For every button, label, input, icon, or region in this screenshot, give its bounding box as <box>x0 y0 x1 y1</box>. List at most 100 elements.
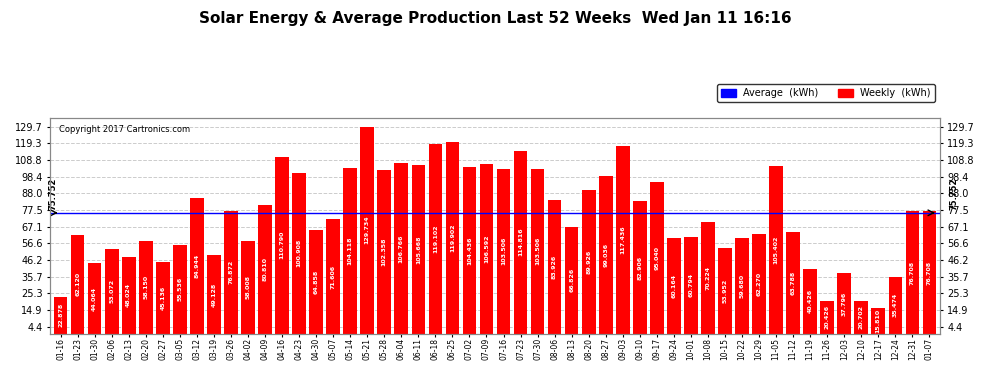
Bar <box>446 142 459 334</box>
Bar <box>582 190 596 334</box>
Bar <box>547 200 561 334</box>
Bar <box>53 297 67 334</box>
Bar <box>412 165 425 334</box>
Text: 15.810: 15.810 <box>876 309 881 333</box>
Text: 66.826: 66.826 <box>569 268 574 292</box>
Bar <box>360 127 374 334</box>
Text: 76.708: 76.708 <box>927 260 932 285</box>
Bar <box>480 164 493 334</box>
Bar <box>190 198 204 334</box>
Bar <box>616 146 630 334</box>
Text: 62.270: 62.270 <box>756 272 761 296</box>
Text: 58.008: 58.008 <box>246 275 250 299</box>
Text: 83.926: 83.926 <box>552 255 557 279</box>
Bar <box>377 170 391 334</box>
Text: 105.668: 105.668 <box>416 235 421 264</box>
Text: 82.906: 82.906 <box>638 255 643 279</box>
Text: 105.402: 105.402 <box>773 236 778 264</box>
Text: 58.150: 58.150 <box>144 275 148 299</box>
Bar <box>906 211 919 334</box>
Text: 106.766: 106.766 <box>399 234 404 263</box>
Legend: Average  (kWh), Weekly  (kWh): Average (kWh), Weekly (kWh) <box>717 84 935 102</box>
Bar <box>71 234 84 334</box>
Bar <box>462 167 476 334</box>
Bar <box>667 238 681 334</box>
Text: 60.164: 60.164 <box>671 274 676 298</box>
Bar <box>650 182 663 334</box>
Text: 20.426: 20.426 <box>825 305 830 329</box>
Text: 119.102: 119.102 <box>433 224 438 253</box>
Bar <box>854 301 868 334</box>
Text: 99.036: 99.036 <box>603 243 608 267</box>
Bar <box>292 173 306 334</box>
Bar <box>923 211 937 334</box>
Bar <box>207 255 221 334</box>
Text: 104.436: 104.436 <box>467 236 472 265</box>
Bar <box>242 241 254 334</box>
Bar <box>173 245 187 334</box>
Text: 103.506: 103.506 <box>535 237 541 265</box>
Text: 60.794: 60.794 <box>688 273 693 297</box>
Text: 37.796: 37.796 <box>842 291 846 316</box>
Text: 53.072: 53.072 <box>109 279 114 303</box>
Bar <box>821 301 834 334</box>
Text: 55.536: 55.536 <box>177 277 182 302</box>
Bar <box>258 205 272 334</box>
Bar <box>139 241 152 334</box>
Bar <box>327 219 340 334</box>
Bar <box>718 248 732 334</box>
Text: 129.734: 129.734 <box>364 216 369 244</box>
Bar <box>105 249 119 334</box>
Text: 62.120: 62.120 <box>75 272 80 296</box>
Bar <box>88 263 102 334</box>
Text: 70.224: 70.224 <box>706 266 711 290</box>
Bar <box>565 227 578 334</box>
Text: 45.136: 45.136 <box>160 285 165 310</box>
Text: 84.944: 84.944 <box>194 254 199 278</box>
Bar <box>156 262 169 334</box>
Text: 89.926: 89.926 <box>586 250 591 274</box>
Text: 40.426: 40.426 <box>808 289 813 314</box>
Bar <box>786 232 800 334</box>
Bar <box>531 169 544 334</box>
Text: 104.118: 104.118 <box>347 236 352 265</box>
Text: 22.878: 22.878 <box>58 303 63 327</box>
Text: 103.506: 103.506 <box>501 237 506 265</box>
Bar <box>752 234 766 334</box>
Bar <box>888 277 902 334</box>
Text: 63.788: 63.788 <box>791 271 796 295</box>
Text: 106.592: 106.592 <box>484 234 489 263</box>
Text: 49.128: 49.128 <box>212 282 217 306</box>
Text: 100.908: 100.908 <box>297 239 302 267</box>
Text: 80.810: 80.810 <box>262 257 267 281</box>
Bar <box>429 144 443 334</box>
Bar <box>684 237 698 334</box>
Text: 53.952: 53.952 <box>723 279 728 303</box>
Bar <box>497 169 510 334</box>
Bar <box>736 238 748 334</box>
Text: Copyright 2017 Cartronics.com: Copyright 2017 Cartronics.com <box>59 125 190 134</box>
Text: 110.790: 110.790 <box>279 231 284 260</box>
Bar <box>871 308 885 334</box>
Bar <box>275 157 289 334</box>
Bar <box>769 165 783 334</box>
Bar <box>309 230 323 334</box>
Text: 102.358: 102.358 <box>382 238 387 266</box>
Text: Solar Energy & Average Production Last 52 Weeks  Wed Jan 11 16:16: Solar Energy & Average Production Last 5… <box>199 11 791 26</box>
Text: 114.816: 114.816 <box>518 228 523 256</box>
Bar <box>599 176 613 334</box>
Text: 20.702: 20.702 <box>858 305 863 329</box>
Bar <box>633 201 646 334</box>
Text: 95.040: 95.040 <box>654 246 659 270</box>
Bar <box>701 222 715 334</box>
Text: 75.752: 75.752 <box>949 177 959 210</box>
Bar <box>122 257 136 334</box>
Text: 76.872: 76.872 <box>229 260 234 284</box>
Text: 117.436: 117.436 <box>621 226 626 254</box>
Bar <box>803 269 817 334</box>
Text: 44.064: 44.064 <box>92 286 97 310</box>
Bar <box>344 168 357 334</box>
Bar <box>394 164 408 334</box>
Text: 48.024: 48.024 <box>127 283 132 308</box>
Text: 71.606: 71.606 <box>331 264 336 289</box>
